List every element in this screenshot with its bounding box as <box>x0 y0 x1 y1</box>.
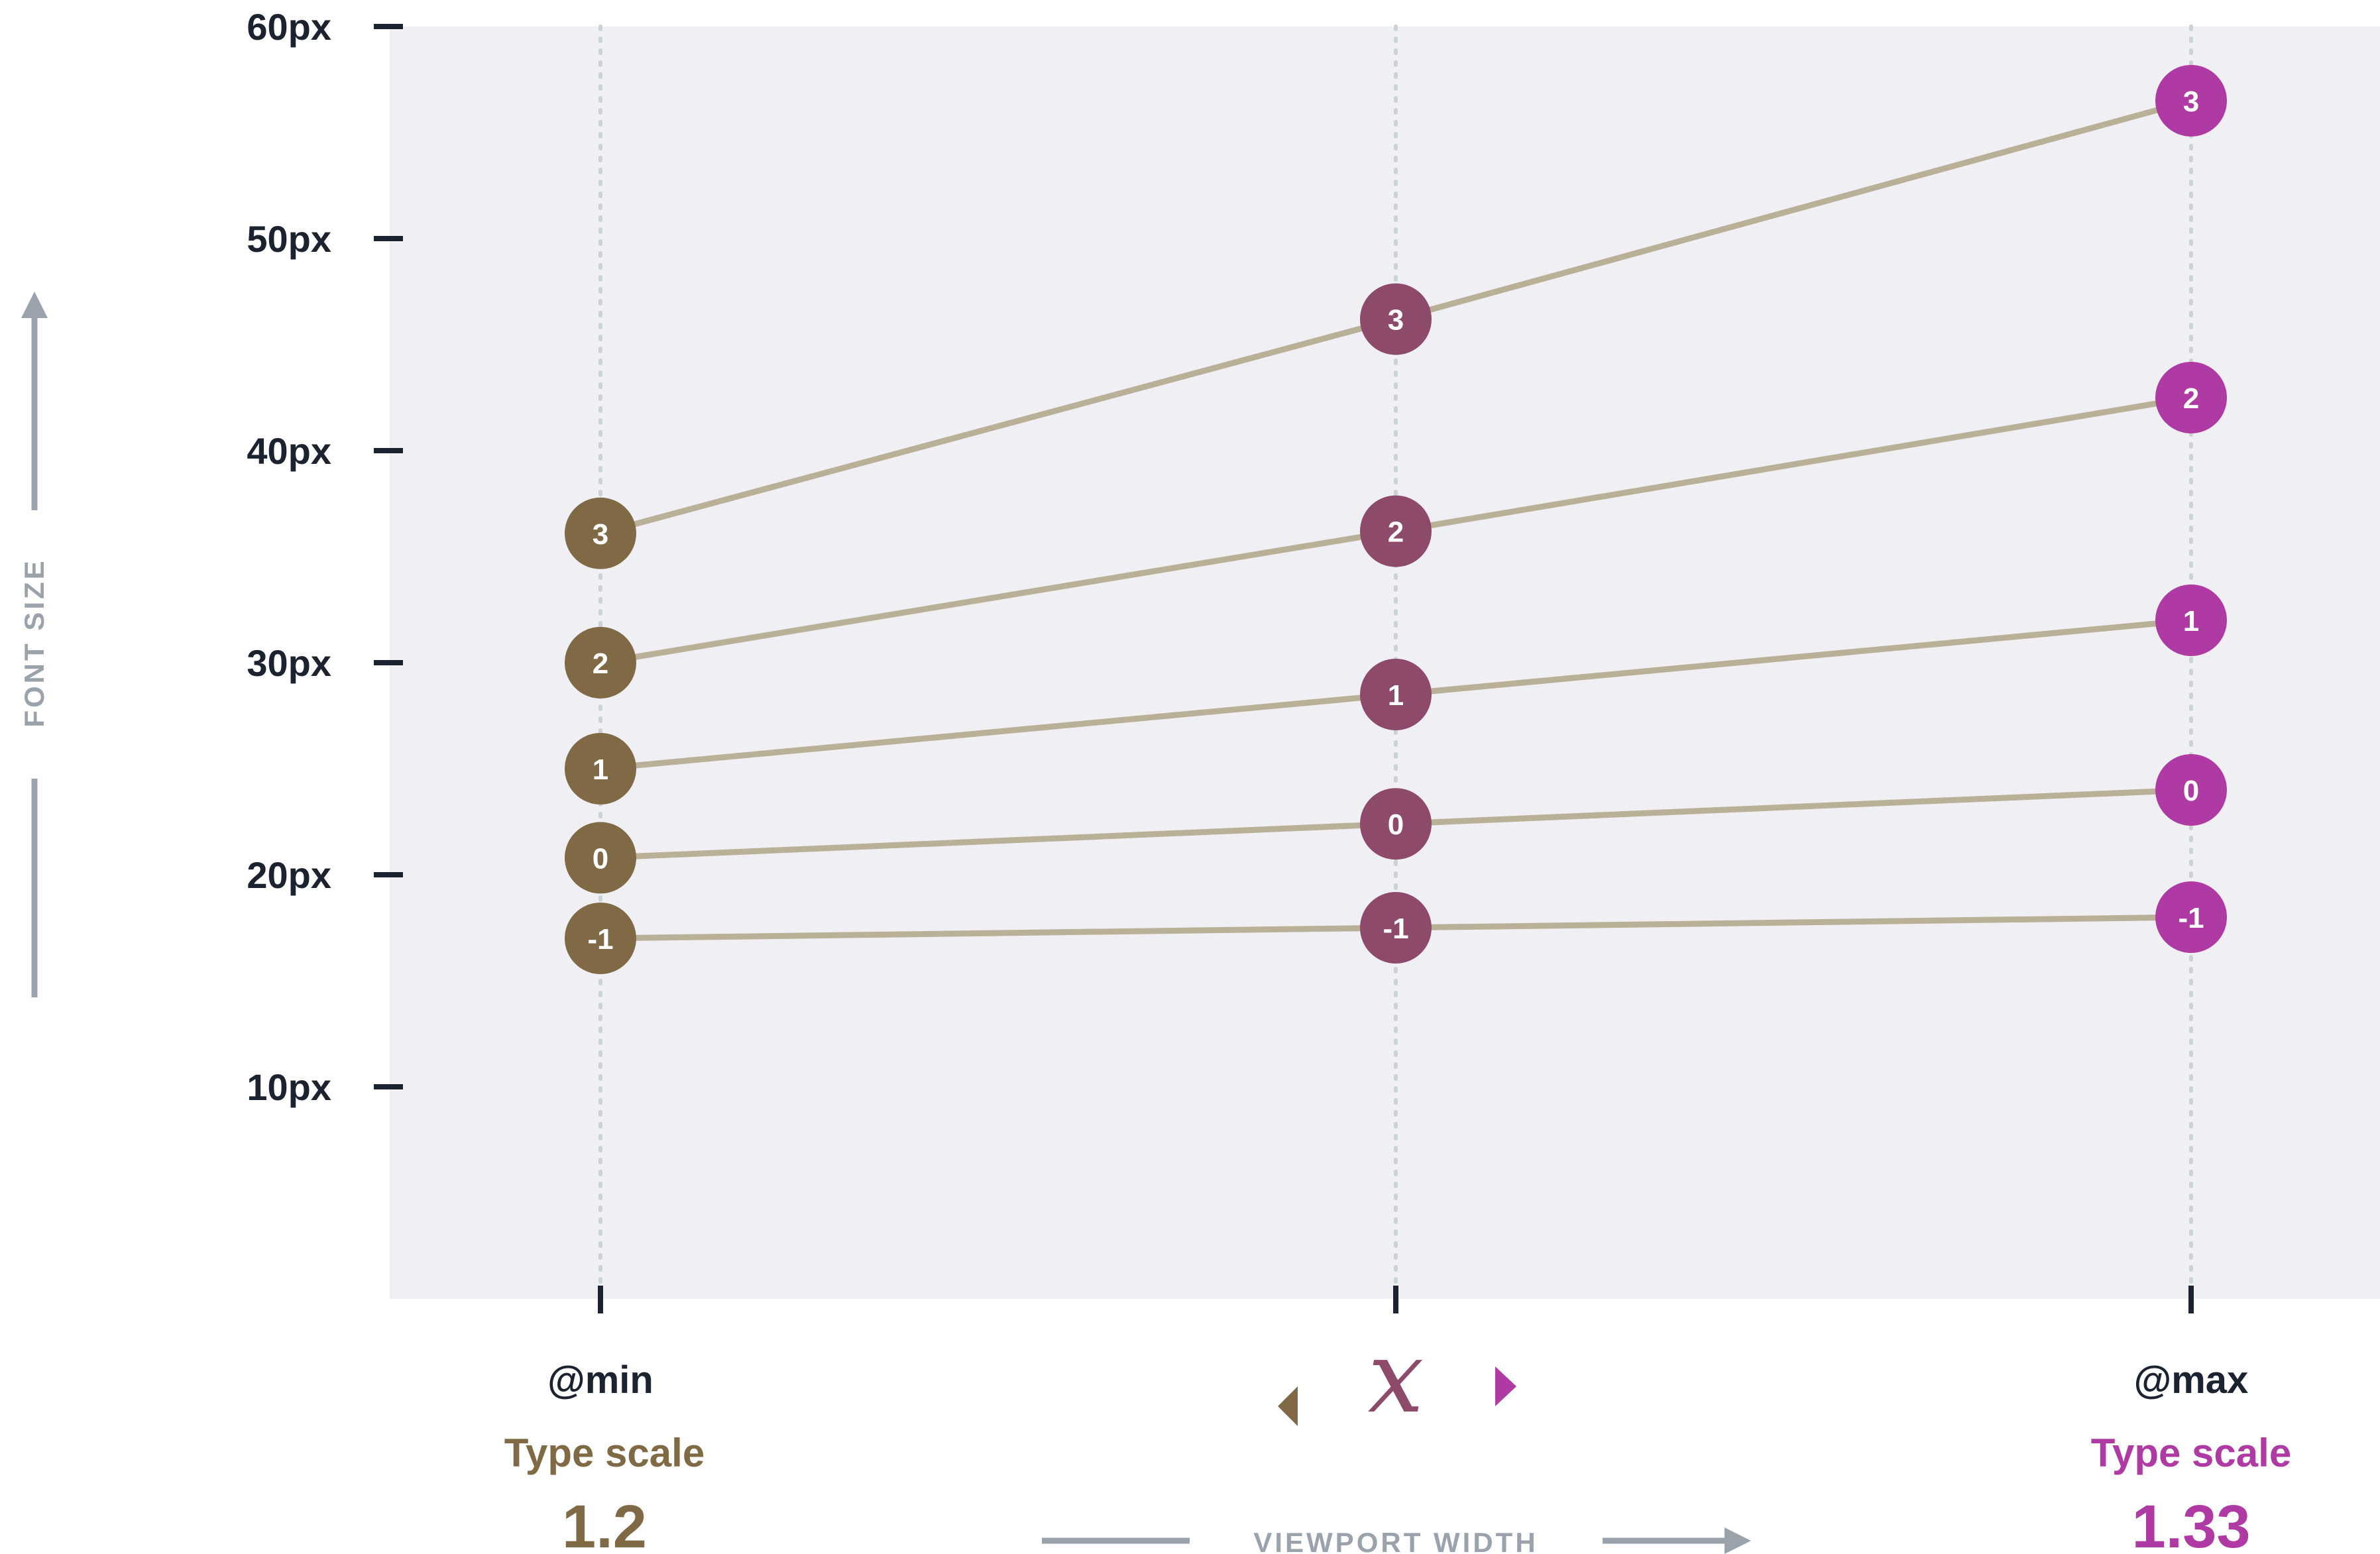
y-axis-title: FONT SIZE <box>19 558 50 727</box>
point-label: 3 <box>2183 85 2199 118</box>
point-marker <box>1360 892 1432 964</box>
max-type-scale-value: 1.33 <box>2131 1493 2250 1554</box>
point-step-2-mid: 2 <box>1360 495 1432 567</box>
x-variable-label: x <box>1368 1320 1424 1435</box>
point-label: 2 <box>1388 516 1404 549</box>
point-label: 3 <box>593 518 608 551</box>
point-step-3-min: 3 <box>565 497 636 569</box>
x-axis-ticks <box>598 1286 2194 1313</box>
max-breakpoint-label: @max <box>2134 1359 2249 1402</box>
point-label: 0 <box>2183 775 2199 807</box>
min-type-scale-value: 1.2 <box>562 1493 647 1554</box>
point-step-1-max: 1 <box>2155 584 2227 656</box>
point-marker <box>565 822 636 894</box>
point-label: 1 <box>1388 679 1404 712</box>
point-label: 0 <box>593 842 608 875</box>
point-marker <box>2155 754 2227 826</box>
point-label: 2 <box>593 647 608 680</box>
point-step-0-min: 0 <box>565 822 636 894</box>
y-axis-arrow-head <box>21 292 48 318</box>
point-step-2-max: 2 <box>2155 362 2227 433</box>
point-step-2-min: 2 <box>565 627 636 698</box>
y-tick-label-50: 50px <box>247 218 331 260</box>
point-step-3-mid: 3 <box>1360 283 1432 355</box>
min-breakpoint-label: @min <box>547 1359 653 1402</box>
y-tick-label-30: 30px <box>247 642 331 684</box>
point-marker <box>2155 881 2227 953</box>
max-type-scale-title: Type scale <box>2091 1431 2291 1475</box>
right-triangle-icon <box>1495 1366 1516 1406</box>
point-marker <box>2155 65 2227 137</box>
point-label: 0 <box>1388 808 1404 841</box>
point-label: -1 <box>2178 902 2204 934</box>
point-marker <box>1360 788 1432 860</box>
point-marker <box>1360 283 1432 355</box>
min-type-scale-title: Type scale <box>504 1431 705 1475</box>
left-triangle-icon <box>1278 1386 1298 1426</box>
point-label: 1 <box>593 753 608 786</box>
point-step--1-min: -1 <box>565 903 636 974</box>
point-step-0-max: 0 <box>2155 754 2227 826</box>
point-label: 1 <box>2183 605 2199 638</box>
point-marker <box>1360 659 1432 730</box>
point-marker <box>2155 362 2227 433</box>
point-marker <box>565 627 636 698</box>
point-label: -1 <box>1383 913 1408 945</box>
x-axis-title-group: VIEWPORT WIDTH <box>1042 1527 1751 1554</box>
point-step--1-max: -1 <box>2155 881 2227 953</box>
point-label: 3 <box>1388 304 1404 337</box>
point-label: -1 <box>587 923 613 956</box>
x-axis-title: VIEWPORT WIDTH <box>1253 1527 1538 1554</box>
y-tick-label-60: 60px <box>247 6 331 48</box>
series-points: 3 3 3 2 2 2 1 1 1 0 0 0 -1 -1 -1 <box>565 65 2227 974</box>
point-step-3-max: 3 <box>2155 65 2227 137</box>
point-label: 2 <box>2183 382 2199 415</box>
y-tick-label-20: 20px <box>247 854 331 896</box>
point-step-1-min: 1 <box>565 733 636 805</box>
point-step-0-mid: 0 <box>1360 788 1432 860</box>
y-axis: 10px 20px 30px 40px 50px 60px <box>247 6 403 1108</box>
point-marker <box>1360 495 1432 567</box>
y-tick-label-10: 10px <box>247 1066 331 1108</box>
x-axis-arrow-head <box>1725 1527 1751 1554</box>
y-axis-title-group: FONT SIZE <box>19 292 50 997</box>
point-marker <box>565 497 636 569</box>
point-marker <box>2155 584 2227 656</box>
point-step--1-mid: -1 <box>1360 892 1432 964</box>
point-marker <box>565 733 636 805</box>
point-marker <box>565 903 636 974</box>
point-step-1-mid: 1 <box>1360 659 1432 730</box>
y-tick-label-40: 40px <box>247 430 331 472</box>
